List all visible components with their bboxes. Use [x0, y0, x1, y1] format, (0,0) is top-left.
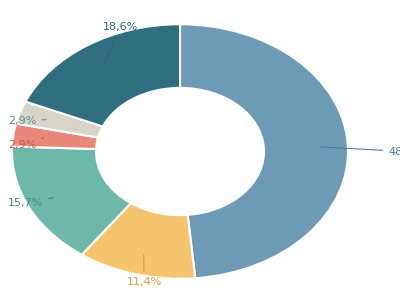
Wedge shape	[82, 203, 195, 279]
Wedge shape	[26, 24, 180, 127]
Text: 11,4%: 11,4%	[126, 255, 162, 287]
Text: 15,7%: 15,7%	[8, 198, 54, 208]
Text: 2,9%: 2,9%	[8, 138, 44, 151]
Wedge shape	[16, 102, 103, 138]
Text: 2,9%: 2,9%	[8, 116, 46, 126]
Text: 48,6%: 48,6%	[320, 146, 400, 157]
Wedge shape	[12, 147, 131, 255]
Wedge shape	[180, 24, 348, 278]
Text: 18,6%: 18,6%	[102, 22, 138, 62]
Wedge shape	[12, 124, 98, 149]
